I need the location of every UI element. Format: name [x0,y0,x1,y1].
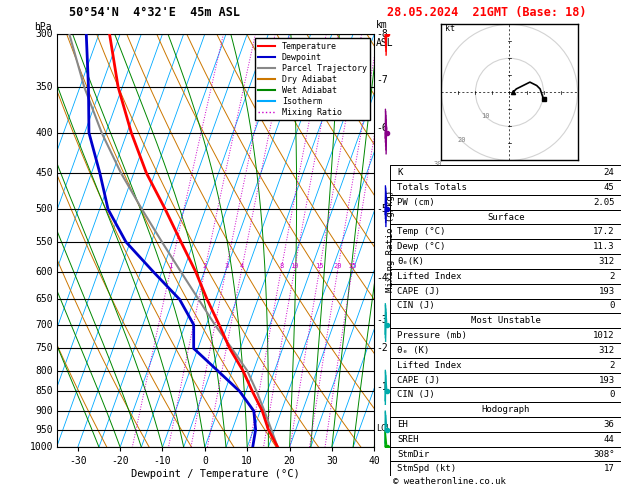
Text: K: K [397,168,403,177]
Text: Totals Totals: Totals Totals [397,183,467,192]
Text: 650: 650 [36,295,53,304]
Text: 600: 600 [36,267,53,277]
Text: 20: 20 [333,263,342,269]
Text: -7: -7 [376,75,387,85]
Text: 450: 450 [36,168,53,178]
Text: StmDir: StmDir [397,450,429,459]
Text: Lifted Index: Lifted Index [397,361,462,370]
Text: 20: 20 [458,137,466,143]
Text: 1: 1 [169,263,173,269]
Text: 50°54'N  4°32'E  45m ASL: 50°54'N 4°32'E 45m ASL [69,6,240,19]
Text: 1000: 1000 [30,442,53,452]
Text: CIN (J): CIN (J) [397,390,435,399]
Text: 2: 2 [609,361,615,370]
Text: 3: 3 [224,263,228,269]
Text: 312: 312 [598,346,615,355]
Text: 800: 800 [36,365,53,376]
Text: 308°: 308° [593,450,615,459]
Text: 17.2: 17.2 [593,227,615,236]
X-axis label: Dewpoint / Temperature (°C): Dewpoint / Temperature (°C) [131,469,300,479]
Text: 850: 850 [36,386,53,397]
Text: 8: 8 [279,263,284,269]
Text: kt: kt [445,24,455,33]
Text: 2.05: 2.05 [593,198,615,207]
Text: Mixing Ratio (g/kg): Mixing Ratio (g/kg) [386,190,394,292]
Text: -4: -4 [376,273,387,282]
Text: -3: -3 [376,315,387,325]
Legend: Temperature, Dewpoint, Parcel Trajectory, Dry Adiabat, Wet Adiabat, Isotherm, Mi: Temperature, Dewpoint, Parcel Trajectory… [255,38,370,121]
Text: Surface: Surface [487,212,525,222]
Text: Dewp (°C): Dewp (°C) [397,242,445,251]
Text: -5: -5 [376,204,387,214]
Text: 10: 10 [481,113,490,119]
Text: StmSpd (kt): StmSpd (kt) [397,465,456,473]
Text: 11.3: 11.3 [593,242,615,251]
Text: 15: 15 [315,263,324,269]
Text: 400: 400 [36,128,53,138]
Text: 312: 312 [598,257,615,266]
Text: Temp (°C): Temp (°C) [397,227,445,236]
Text: -2: -2 [376,344,387,353]
Text: hPa: hPa [35,22,52,32]
Text: Lifted Index: Lifted Index [397,272,462,281]
Text: 45: 45 [604,183,615,192]
Text: -6: -6 [376,123,387,134]
Text: EH: EH [397,420,408,429]
Text: CAPE (J): CAPE (J) [397,376,440,384]
Text: 36: 36 [604,420,615,429]
Text: 900: 900 [36,406,53,416]
Text: 2: 2 [203,263,207,269]
Text: 0: 0 [609,390,615,399]
Text: PW (cm): PW (cm) [397,198,435,207]
Text: 28.05.2024  21GMT (Base: 18): 28.05.2024 21GMT (Base: 18) [387,6,586,19]
Text: -1: -1 [376,382,387,392]
Text: 300: 300 [36,29,53,39]
Text: 350: 350 [36,82,53,92]
Text: 2: 2 [609,272,615,281]
Text: Hodograph: Hodograph [482,405,530,414]
Text: 500: 500 [36,204,53,214]
Text: 17: 17 [604,465,615,473]
Text: 750: 750 [36,344,53,353]
Text: 4: 4 [240,263,244,269]
Text: km: km [376,20,387,30]
Text: 950: 950 [36,424,53,434]
Text: 700: 700 [36,320,53,330]
Text: Most Unstable: Most Unstable [470,316,541,325]
Text: 193: 193 [598,287,615,295]
Text: 550: 550 [36,237,53,247]
Text: 0: 0 [609,301,615,311]
Text: θₑ(K): θₑ(K) [397,257,424,266]
Text: © weatheronline.co.uk: © weatheronline.co.uk [393,477,506,486]
Text: 44: 44 [604,435,615,444]
Text: 30: 30 [434,161,442,167]
Text: ASL: ASL [376,38,394,48]
Text: CIN (J): CIN (J) [397,301,435,311]
Text: -8: -8 [376,29,387,39]
Text: θₑ (K): θₑ (K) [397,346,429,355]
Text: SREH: SREH [397,435,418,444]
Text: Pressure (mb): Pressure (mb) [397,331,467,340]
Text: 24: 24 [604,168,615,177]
Text: LCL: LCL [376,424,391,434]
Text: 10: 10 [291,263,299,269]
Text: 193: 193 [598,376,615,384]
Text: 25: 25 [348,263,357,269]
Text: 1012: 1012 [593,331,615,340]
Text: CAPE (J): CAPE (J) [397,287,440,295]
